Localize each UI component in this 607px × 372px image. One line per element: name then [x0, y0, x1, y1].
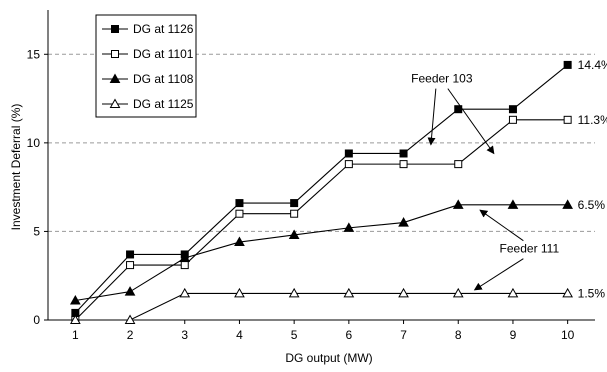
series-end-label: 14.4% — [578, 58, 607, 72]
data-point — [235, 209, 244, 218]
data-point — [562, 287, 574, 298]
series-line-3 — [75, 204, 568, 302]
legend-label: DG at 1101 — [133, 47, 194, 61]
data-point — [180, 261, 189, 270]
legend: DG at 1126 DG at 1101 DG at 1108 DG at 1125 — [95, 14, 197, 118]
x-tick-label: 4 — [236, 328, 243, 342]
data-point — [124, 314, 136, 324]
x-tick-label: 1 — [72, 328, 79, 342]
data-point — [69, 294, 81, 305]
data-point — [179, 252, 191, 262]
data-point — [290, 199, 299, 208]
series-layer: 14.4% 11.3% 6.5% 1.5% — [69, 58, 607, 324]
y-tick-label: 5 — [33, 224, 40, 238]
data-point — [399, 149, 408, 158]
data-point — [452, 199, 464, 209]
x-tick-label: 8 — [455, 328, 462, 342]
data-point — [398, 287, 409, 298]
legend-label: DG at 1108 — [133, 72, 194, 86]
x-tick-label: 6 — [346, 328, 353, 342]
y-tick-label: 0 — [33, 313, 40, 327]
series-end-label: 6.5% — [578, 198, 606, 212]
x-tick-label: 7 — [400, 328, 407, 342]
series-end-label: 11.3% — [578, 113, 607, 127]
data-point — [454, 160, 463, 169]
data-point — [234, 287, 245, 298]
annotation-arrow — [479, 209, 524, 242]
series-line-4 — [75, 292, 568, 321]
legend-marker — [109, 98, 121, 108]
data-point — [234, 236, 245, 247]
annotation-label: Feeder 111 — [500, 242, 560, 256]
data-point — [69, 314, 81, 324]
data-point — [454, 105, 463, 114]
legend-marker — [111, 50, 119, 58]
legend-label: DG at 1125 — [133, 97, 194, 111]
axis-layer: 0 5 10 15 1 2 3 4 5 6 7 8 9 10 — [27, 10, 595, 342]
data-point — [563, 60, 572, 69]
annotation-layer: Feeder 103 Feeder 111 — [411, 72, 560, 291]
data-point — [124, 286, 136, 296]
data-point — [507, 199, 519, 209]
series-end-label: 1.5% — [578, 286, 606, 300]
data-point — [343, 287, 355, 298]
data-point — [452, 287, 464, 298]
data-point — [508, 115, 517, 124]
data-point — [290, 209, 299, 218]
annotation-arrow — [427, 88, 437, 146]
annotation-arrow — [473, 258, 524, 291]
x-tick-label: 2 — [127, 328, 134, 342]
data-point — [398, 217, 409, 227]
legend-marker — [111, 25, 119, 33]
series-line-1 — [74, 64, 568, 314]
y-axis-label: Investment Deferral (%) — [9, 104, 23, 231]
y-tick-label: 10 — [27, 136, 41, 150]
data-point — [507, 287, 519, 298]
data-point — [562, 199, 574, 209]
x-tick-label: 5 — [291, 328, 298, 342]
data-point — [288, 229, 300, 239]
data-point — [343, 222, 355, 232]
legend-label: DG at 1126 — [133, 22, 194, 36]
data-point — [126, 250, 135, 259]
x-tick-label: 3 — [181, 328, 188, 342]
annotation-arrow — [447, 88, 495, 155]
data-point — [344, 149, 353, 158]
x-tick-label: 10 — [561, 328, 575, 342]
data-point — [288, 287, 300, 298]
legend-marker — [109, 73, 121, 83]
x-tick-label: 9 — [510, 328, 517, 342]
data-point — [508, 105, 517, 114]
data-point — [235, 199, 244, 208]
data-point — [126, 261, 135, 270]
data-point — [399, 160, 408, 169]
annotation-label: Feeder 103 — [411, 72, 473, 86]
x-axis-label: DG output (MW) — [285, 351, 372, 365]
data-point — [344, 160, 353, 169]
data-point — [563, 115, 572, 124]
data-point — [179, 287, 191, 298]
y-tick-label: 15 — [27, 47, 41, 61]
